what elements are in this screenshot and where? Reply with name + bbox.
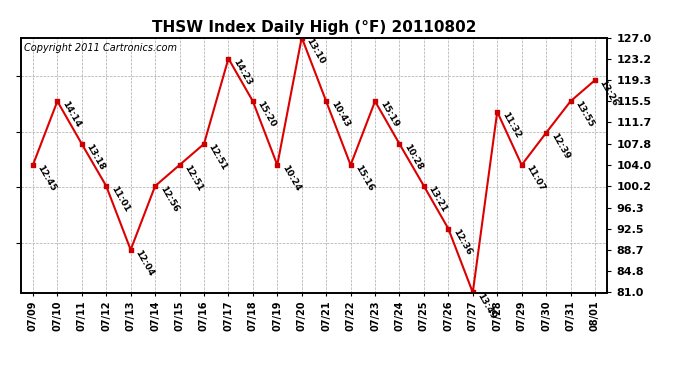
Text: 14:14: 14:14 bbox=[60, 100, 82, 129]
Text: Copyright 2011 Cartronics.com: Copyright 2011 Cartronics.com bbox=[23, 43, 177, 52]
Title: THSW Index Daily High (°F) 20110802: THSW Index Daily High (°F) 20110802 bbox=[152, 20, 476, 35]
Point bbox=[223, 56, 234, 62]
Text: 13:49: 13:49 bbox=[475, 291, 497, 321]
Text: 15:16: 15:16 bbox=[353, 164, 375, 193]
Point bbox=[394, 141, 405, 147]
Point bbox=[296, 34, 307, 40]
Point bbox=[174, 162, 185, 168]
Text: 13:26: 13:26 bbox=[598, 79, 620, 108]
Point bbox=[199, 141, 210, 147]
Point bbox=[540, 130, 551, 136]
Text: 12:51: 12:51 bbox=[207, 142, 229, 172]
Point bbox=[150, 183, 161, 189]
Point bbox=[77, 141, 88, 147]
Point bbox=[272, 162, 283, 168]
Text: 10:24: 10:24 bbox=[280, 164, 302, 193]
Point bbox=[321, 98, 332, 104]
Text: 12:36: 12:36 bbox=[451, 227, 473, 256]
Text: 14:23: 14:23 bbox=[231, 57, 253, 87]
Point bbox=[467, 290, 478, 296]
Point bbox=[492, 109, 503, 115]
Point bbox=[247, 98, 258, 104]
Point bbox=[125, 247, 136, 253]
Text: 13:18: 13:18 bbox=[85, 142, 107, 172]
Text: 11:32: 11:32 bbox=[500, 110, 522, 140]
Text: 10:28: 10:28 bbox=[402, 142, 424, 172]
Text: 12:56: 12:56 bbox=[158, 184, 180, 214]
Point bbox=[565, 98, 576, 104]
Point bbox=[370, 98, 381, 104]
Point bbox=[52, 98, 63, 104]
Point bbox=[345, 162, 356, 168]
Point bbox=[589, 77, 600, 83]
Text: 10:43: 10:43 bbox=[329, 100, 351, 129]
Text: 11:07: 11:07 bbox=[524, 164, 546, 193]
Text: 13:10: 13:10 bbox=[304, 36, 326, 65]
Point bbox=[28, 162, 39, 168]
Text: 12:04: 12:04 bbox=[133, 248, 155, 278]
Text: 12:39: 12:39 bbox=[549, 132, 571, 161]
Text: 12:51: 12:51 bbox=[182, 164, 204, 193]
Text: 13:21: 13:21 bbox=[426, 184, 449, 214]
Text: 13:55: 13:55 bbox=[573, 100, 595, 129]
Text: 12:45: 12:45 bbox=[36, 164, 58, 193]
Text: 15:20: 15:20 bbox=[255, 100, 277, 129]
Point bbox=[516, 162, 527, 168]
Text: 15:19: 15:19 bbox=[378, 100, 400, 129]
Text: 11:01: 11:01 bbox=[109, 184, 131, 214]
Point bbox=[443, 226, 454, 232]
Point bbox=[101, 183, 112, 189]
Point bbox=[418, 183, 429, 189]
